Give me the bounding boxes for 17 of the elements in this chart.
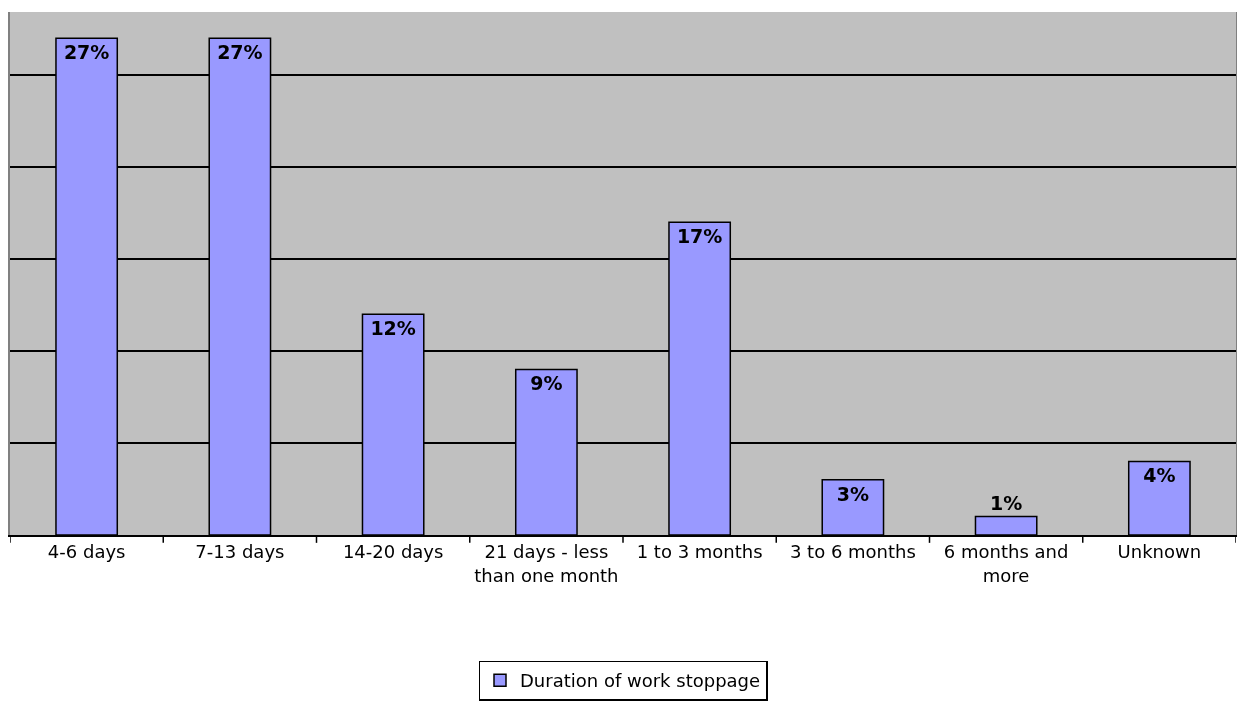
- data-label: 27%: [63, 41, 110, 64]
- data-label: 1%: [990, 491, 1023, 514]
- x-tick-label: 7-13 days: [195, 541, 285, 563]
- data-label: 12%: [370, 317, 416, 340]
- x-tick-label: 4-6 days: [47, 541, 126, 563]
- data-label: 3%: [836, 482, 870, 505]
- data-label: 9%: [530, 372, 563, 395]
- legend-label: Duration of work stoppage: [520, 670, 761, 692]
- data-label: 4%: [1143, 464, 1176, 487]
- data-label: 17%: [676, 225, 723, 248]
- x-tick-label: 14-20 days: [342, 541, 444, 563]
- x-tick-label: 21 days - less than one month: [474, 541, 619, 586]
- data-label: 27%: [217, 41, 263, 64]
- x-tick-label: 6 months and more: [943, 541, 1069, 586]
- x-tick-label: 1 to 3 months: [636, 541, 763, 563]
- x-tick-label: 3 to 6 months: [789, 541, 916, 563]
- x-tick-label: Unknown: [1117, 541, 1202, 563]
